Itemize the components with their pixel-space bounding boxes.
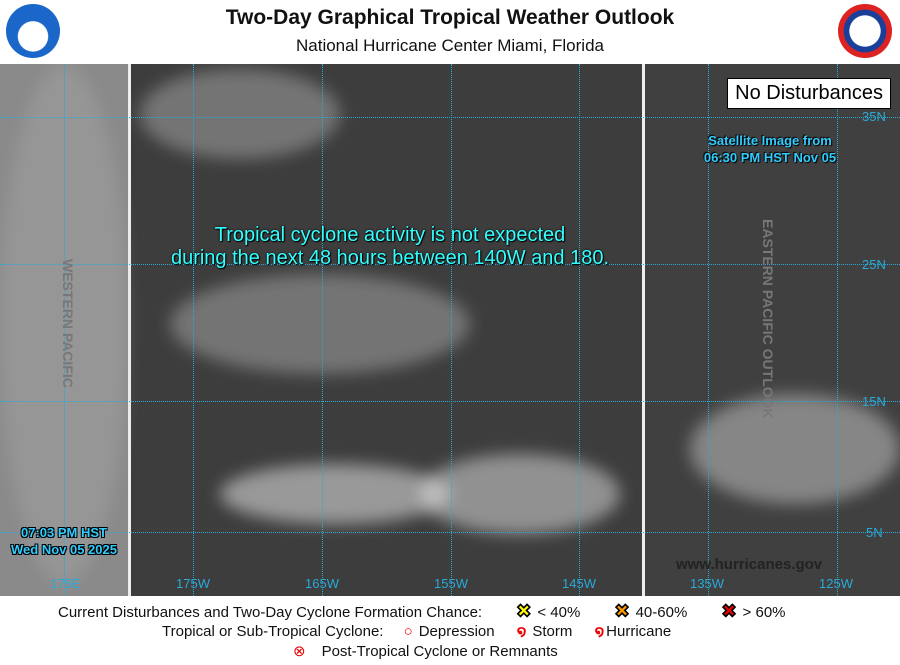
cloud <box>690 394 900 504</box>
lat-label: 25N <box>862 257 886 272</box>
satellite-time: Satellite Image from 06:30 PM HST Nov 05 <box>703 133 837 165</box>
nws-logo <box>838 4 892 58</box>
medium-chance-x-icon: ✖ <box>614 601 630 622</box>
cloud <box>420 454 620 534</box>
panel-divider <box>642 64 645 596</box>
panel-divider <box>128 64 131 596</box>
legend-row-cyclone: Tropical or Sub-Tropical Cyclone: ○ Depre… <box>162 623 672 640</box>
noaa-logo <box>6 4 60 58</box>
cloud <box>140 69 340 159</box>
lon-label: 125W <box>819 576 853 591</box>
page-subtitle: National Hurricane Center Miami, Florida <box>295 36 604 55</box>
storm-icon: ໑ <box>516 623 527 640</box>
page-title: Two-Day Graphical Tropical Weather Outlo… <box>225 6 675 29</box>
legend-row-formation: Current Disturbances and Two-Day Cyclone… <box>58 601 786 622</box>
lon-label: 135W <box>690 576 724 591</box>
lon-label: 165W <box>305 576 339 591</box>
high-chance-x-icon: ✖ <box>721 601 737 622</box>
post-tropical-icon: ⊗ <box>293 643 306 660</box>
lon-label: 175E <box>50 576 81 591</box>
cloud <box>220 464 450 524</box>
lon-label: 175W <box>176 576 210 591</box>
eastern-pacific-label: EASTERN PACIFIC OUTLOOK <box>760 219 776 419</box>
issue-time: 07:03 PM HST Wed Nov 05 2025 <box>11 525 117 557</box>
lat-label: 35N <box>862 109 886 124</box>
status-box: No Disturbances <box>727 78 891 109</box>
lat-label: 15N <box>862 394 886 409</box>
cloud <box>170 274 470 374</box>
eastern-pacific-panel <box>645 64 900 596</box>
lat-label: 5N <box>866 525 883 540</box>
hurricane-icon: ໑ <box>594 623 605 640</box>
outlook-message: Tropical cyclone activity is not expecte… <box>170 224 610 269</box>
low-chance-x-icon: ✖ <box>516 601 532 622</box>
lon-label: 145W <box>562 576 596 591</box>
depression-icon: ○ <box>403 623 413 640</box>
lon-label: 155W <box>434 576 468 591</box>
legend-row-post-tropical: ⊗ Post-Tropical Cyclone or Remnants <box>293 643 558 660</box>
satellite-map: 175E 175W 165W 155W 145W 135W 125W 35N 2… <box>0 64 900 596</box>
western-pacific-label: WESTERN PACIFIC <box>60 259 76 388</box>
website-watermark: www.hurricanes.gov <box>676 556 823 573</box>
